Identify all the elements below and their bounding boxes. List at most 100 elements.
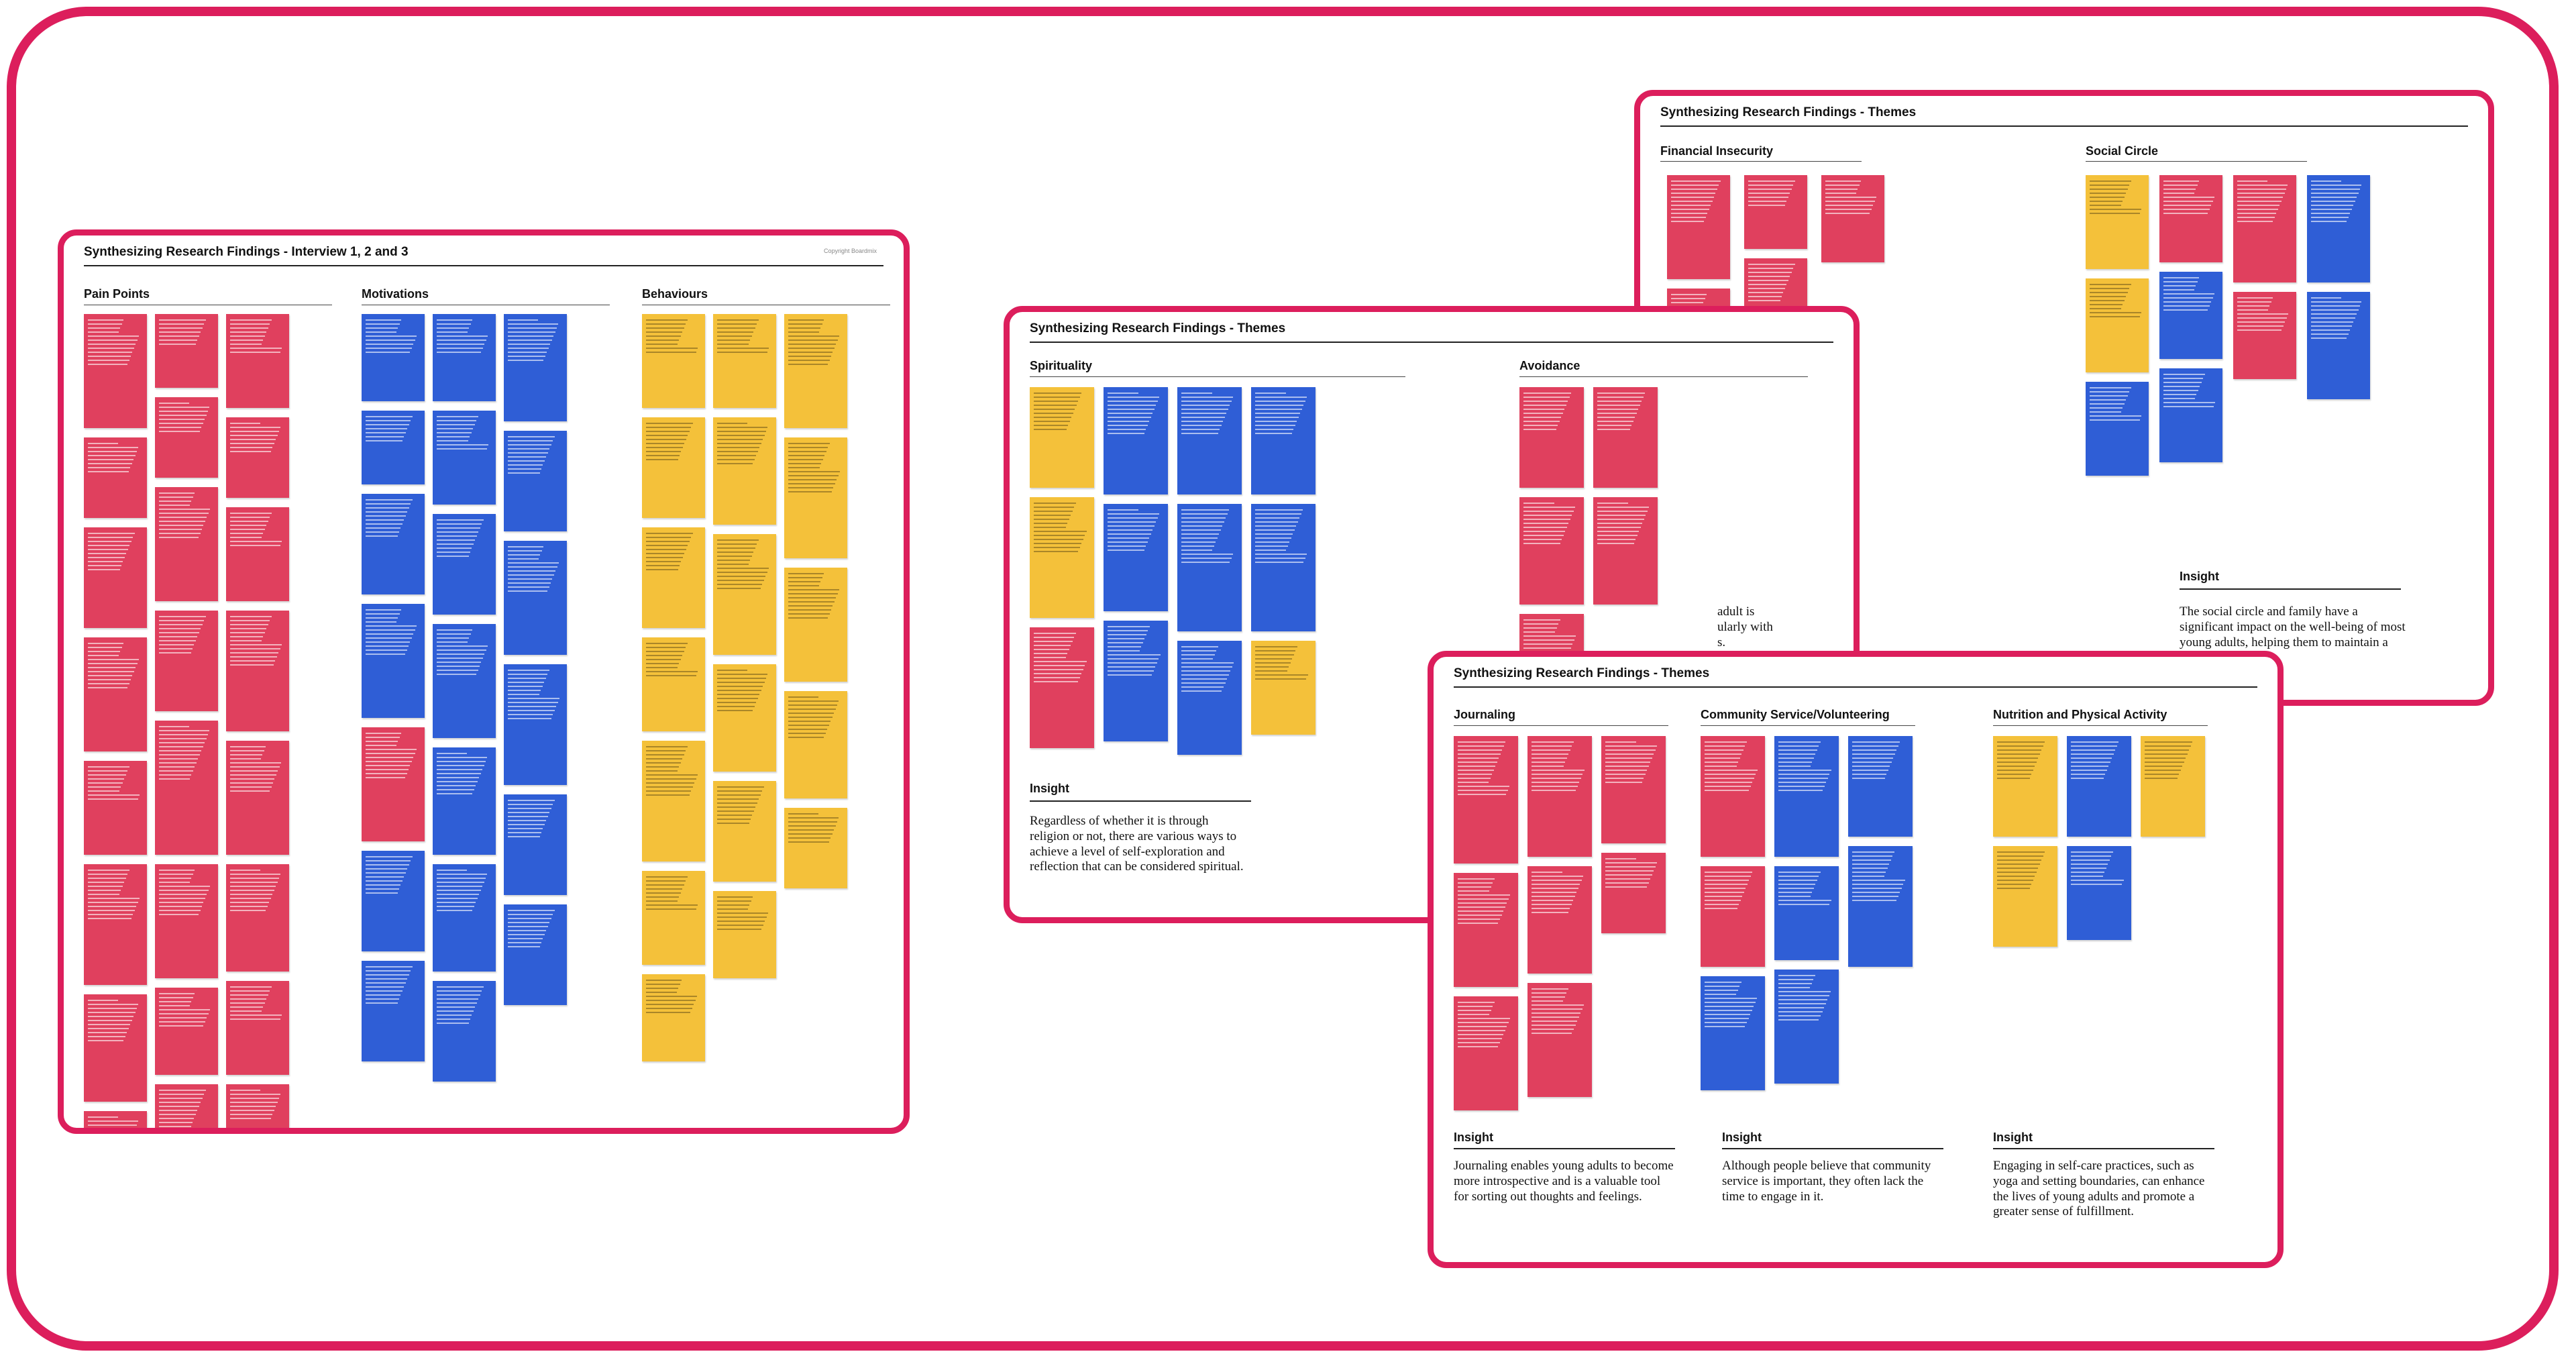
sticky-note-yellow[interactable] <box>713 534 776 655</box>
sticky-note-red[interactable] <box>2159 175 2222 262</box>
sticky-note-red[interactable] <box>1030 627 1094 748</box>
sticky-note-yellow[interactable] <box>2086 278 2149 372</box>
sticky-note-yellow[interactable] <box>713 781 776 882</box>
sticky-note-red[interactable] <box>226 507 289 601</box>
sticky-note-blue[interactable] <box>362 411 425 484</box>
sticky-note-blue[interactable] <box>433 747 496 855</box>
sticky-note-blue[interactable] <box>1774 736 1839 857</box>
sticky-note-blue[interactable] <box>1177 641 1242 755</box>
sticky-note-red[interactable] <box>84 761 147 855</box>
sticky-note-blue[interactable] <box>504 541 567 655</box>
sticky-note-yellow[interactable] <box>784 568 847 682</box>
sticky-note-red[interactable] <box>1454 996 1518 1110</box>
sticky-note-red[interactable] <box>2233 175 2296 282</box>
sticky-note-blue[interactable] <box>362 961 425 1061</box>
sticky-note-yellow[interactable] <box>642 871 705 965</box>
sticky-note-blue[interactable] <box>1251 504 1316 631</box>
sticky-note-yellow[interactable] <box>784 691 847 798</box>
sticky-note-red[interactable] <box>84 637 147 751</box>
sticky-note-blue[interactable] <box>433 514 496 615</box>
sticky-note-red[interactable] <box>362 727 425 841</box>
sticky-note-blue[interactable] <box>362 851 425 951</box>
sticky-note-yellow[interactable] <box>713 314 776 408</box>
sticky-note-blue[interactable] <box>1104 504 1168 611</box>
sticky-note-blue[interactable] <box>433 314 496 401</box>
sticky-note-blue[interactable] <box>362 314 425 401</box>
sticky-note-red[interactable] <box>155 487 218 601</box>
sticky-note-yellow[interactable] <box>784 437 847 558</box>
sticky-note-red[interactable] <box>84 864 147 985</box>
sticky-note-red[interactable] <box>155 721 218 855</box>
sticky-note-blue[interactable] <box>1774 970 1839 1084</box>
board-themes-journaling-community-nutrition[interactable]: Synthesizing Research Findings - Themes … <box>1428 651 2284 1268</box>
sticky-note-red[interactable] <box>1701 736 1765 857</box>
sticky-note-blue[interactable] <box>362 604 425 718</box>
sticky-note-blue[interactable] <box>1848 736 1913 837</box>
sticky-note-yellow[interactable] <box>2141 736 2205 837</box>
sticky-note-yellow[interactable] <box>1030 497 1094 618</box>
sticky-note-red[interactable] <box>226 741 289 855</box>
sticky-note-red[interactable] <box>226 314 289 408</box>
sticky-note-yellow[interactable] <box>1993 846 2057 947</box>
sticky-note-red[interactable] <box>155 988 218 1075</box>
sticky-note-red[interactable] <box>84 994 147 1102</box>
sticky-note-blue[interactable] <box>2159 368 2222 462</box>
sticky-note-red[interactable] <box>1454 736 1518 864</box>
sticky-note-yellow[interactable] <box>784 808 847 888</box>
sticky-note-yellow[interactable] <box>642 637 705 731</box>
sticky-note-blue[interactable] <box>1104 621 1168 741</box>
sticky-note-red[interactable] <box>155 864 218 978</box>
sticky-note-blue[interactable] <box>2067 846 2131 940</box>
sticky-note-blue[interactable] <box>1701 976 1765 1090</box>
sticky-note-yellow[interactable] <box>642 314 705 408</box>
sticky-note-red[interactable] <box>1667 175 1730 279</box>
sticky-note-blue[interactable] <box>1774 866 1839 960</box>
sticky-note-red[interactable] <box>84 437 147 518</box>
sticky-note-red[interactable] <box>155 397 218 478</box>
sticky-note-blue[interactable] <box>1251 387 1316 494</box>
sticky-note-blue[interactable] <box>504 431 567 531</box>
sticky-note-yellow[interactable] <box>713 891 776 978</box>
sticky-note-red[interactable] <box>155 611 218 711</box>
sticky-note-red[interactable] <box>226 417 289 498</box>
sticky-note-blue[interactable] <box>433 624 496 738</box>
sticky-note-blue[interactable] <box>504 794 567 895</box>
sticky-note-blue[interactable] <box>2067 736 2131 837</box>
board-themes-financial-social[interactable]: Synthesizing Research Findings - Themes … <box>1634 90 2494 706</box>
sticky-note-blue[interactable] <box>504 664 567 785</box>
sticky-note-blue[interactable] <box>1848 846 1913 967</box>
sticky-note-red[interactable] <box>2233 292 2296 379</box>
sticky-note-red[interactable] <box>155 1084 218 1128</box>
board-interview-findings[interactable]: Synthesizing Research Findings - Intervi… <box>58 229 910 1134</box>
sticky-note-red[interactable] <box>226 981 289 1075</box>
sticky-note-yellow[interactable] <box>642 741 705 861</box>
sticky-note-red[interactable] <box>1593 387 1658 488</box>
sticky-note-yellow[interactable] <box>713 664 776 772</box>
sticky-note-red[interactable] <box>226 864 289 972</box>
sticky-note-red[interactable] <box>1601 736 1666 843</box>
sticky-note-red[interactable] <box>1701 866 1765 967</box>
sticky-note-blue[interactable] <box>433 864 496 972</box>
sticky-note-red[interactable] <box>1744 175 1807 249</box>
sticky-note-red[interactable] <box>1593 497 1658 605</box>
sticky-note-red[interactable] <box>1821 175 1884 262</box>
sticky-note-red[interactable] <box>1601 853 1666 933</box>
sticky-note-yellow[interactable] <box>2086 175 2149 269</box>
sticky-note-blue[interactable] <box>2307 292 2370 399</box>
sticky-note-red[interactable] <box>1527 736 1592 857</box>
sticky-note-red[interactable] <box>84 314 147 428</box>
sticky-note-yellow[interactable] <box>642 417 705 518</box>
sticky-note-yellow[interactable] <box>1251 641 1316 735</box>
sticky-note-red[interactable] <box>84 1111 147 1128</box>
sticky-note-blue[interactable] <box>1177 504 1242 631</box>
sticky-note-yellow[interactable] <box>713 417 776 525</box>
sticky-note-blue[interactable] <box>362 494 425 594</box>
sticky-note-blue[interactable] <box>433 411 496 505</box>
sticky-note-red[interactable] <box>1519 497 1584 605</box>
sticky-note-blue[interactable] <box>433 981 496 1082</box>
sticky-note-yellow[interactable] <box>1993 736 2057 837</box>
sticky-note-red[interactable] <box>84 527 147 628</box>
sticky-note-blue[interactable] <box>504 314 567 421</box>
sticky-note-blue[interactable] <box>1104 387 1168 494</box>
sticky-note-blue[interactable] <box>504 904 567 1005</box>
